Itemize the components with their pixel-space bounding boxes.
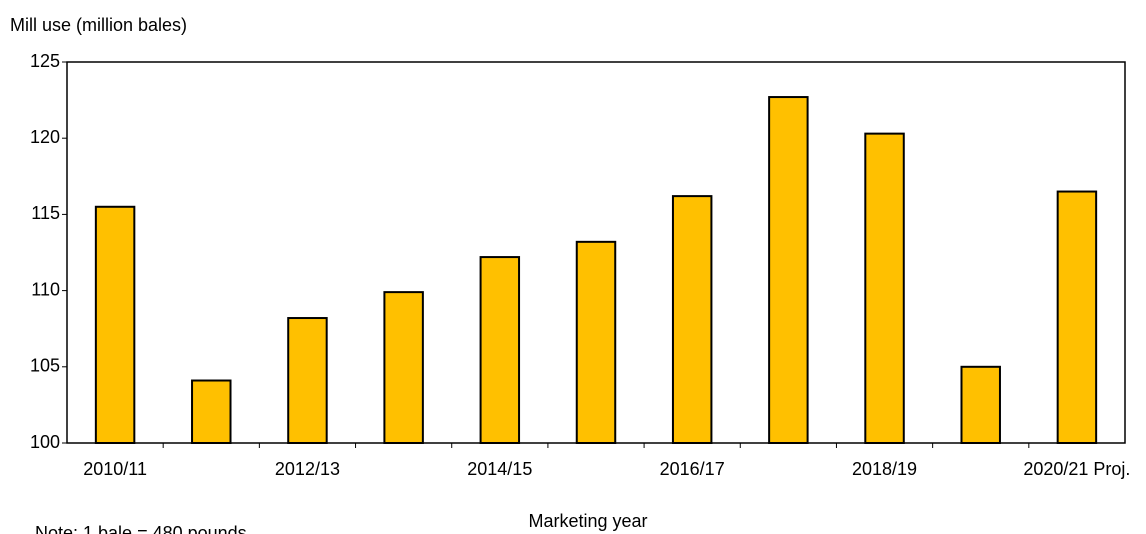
bar	[575, 240, 617, 444]
bar	[191, 379, 232, 444]
x-axis-label: Marketing year	[528, 511, 647, 531]
x-tick-label: 2016/17	[660, 459, 725, 479]
x-tick-label: 2020/21 Proj.	[1023, 459, 1130, 479]
y-tick-label: 105	[30, 356, 60, 376]
bar	[94, 205, 136, 444]
bar	[479, 256, 521, 444]
bar	[768, 96, 809, 444]
y-tick-label: 125	[30, 51, 60, 71]
y-tick-label: 120	[30, 127, 60, 147]
bar	[1056, 190, 1098, 444]
x-tick-label: 2012/13	[275, 459, 340, 479]
bar	[287, 317, 328, 445]
note: Note: 1 bale = 480 pounds.	[35, 523, 252, 534]
y-tick-label: 100	[30, 432, 60, 452]
y-tick-label: 110	[31, 279, 60, 299]
bar	[671, 195, 713, 444]
bar	[960, 365, 1001, 444]
bar	[383, 291, 424, 444]
y-tick-label: 115	[31, 203, 60, 223]
x-tick-label: 2018/19	[852, 459, 917, 479]
bar	[864, 132, 905, 445]
x-tick-label: 2010/11	[83, 459, 147, 479]
x-tick-label: 2014/15	[467, 459, 532, 479]
chart-title: Mill use (million bales)	[10, 15, 187, 35]
